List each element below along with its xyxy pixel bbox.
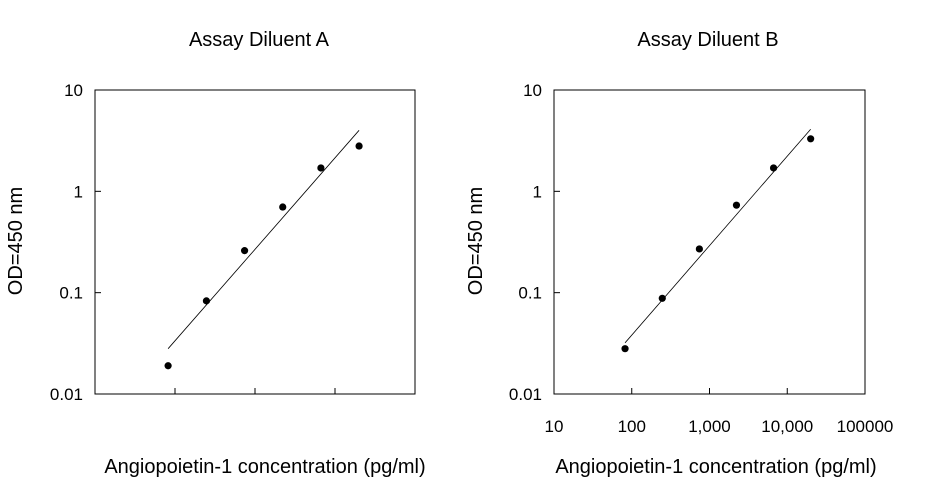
- data-point: [164, 362, 172, 370]
- y-tick-label: 0.01: [50, 385, 83, 404]
- y-axis-label: OD=450 nm: [465, 187, 487, 295]
- trend-line: [624, 128, 811, 344]
- data-point: [695, 245, 703, 253]
- x-tick-label: 100000: [837, 417, 894, 436]
- data-point: [769, 164, 778, 172]
- x-tick-label: 1,000: [688, 417, 731, 436]
- data-point: [807, 135, 815, 143]
- x-tick-label: 10,000: [761, 417, 813, 436]
- trend-line: [167, 130, 360, 349]
- x-tick-label: 100: [618, 417, 646, 436]
- y-tick-label: 0.01: [509, 385, 542, 404]
- x-axis-label: Angiopoietin-1 concentration (pg/ml): [555, 456, 876, 478]
- data-point: [621, 345, 629, 353]
- x-tick-label: 10: [545, 417, 564, 436]
- x-axis-label: Angiopoietin-1 concentration (pg/ml): [104, 456, 425, 478]
- data-point: [240, 247, 249, 255]
- y-tick-label: 0.1: [59, 284, 83, 303]
- chart-panel-assay-diluent-a: Assay Diluent A OD=450 nm Angiopoietin-1…: [5, 29, 426, 478]
- data-point: [202, 297, 211, 305]
- plot-area-frame: [553, 89, 866, 395]
- chart-title: Assay Diluent B: [637, 29, 778, 51]
- plot-area-frame: [94, 89, 416, 395]
- y-tick-label: 0.1: [518, 284, 542, 303]
- chart-title: Assay Diluent A: [189, 29, 330, 51]
- chart-panel-assay-diluent-b: Assay Diluent B OD=450 nm Angiopoietin-1…: [465, 29, 893, 478]
- data-point: [658, 294, 666, 302]
- data-point: [279, 203, 287, 211]
- data-point: [355, 142, 363, 150]
- data-point: [732, 201, 741, 209]
- y-tick-label: 10: [523, 81, 542, 100]
- data-point: [317, 164, 325, 172]
- y-tick-label: 1: [533, 182, 542, 201]
- y-tick-label: 1: [74, 182, 83, 201]
- y-tick-label: 10: [64, 81, 83, 100]
- y-axis-label: OD=450 nm: [5, 187, 27, 295]
